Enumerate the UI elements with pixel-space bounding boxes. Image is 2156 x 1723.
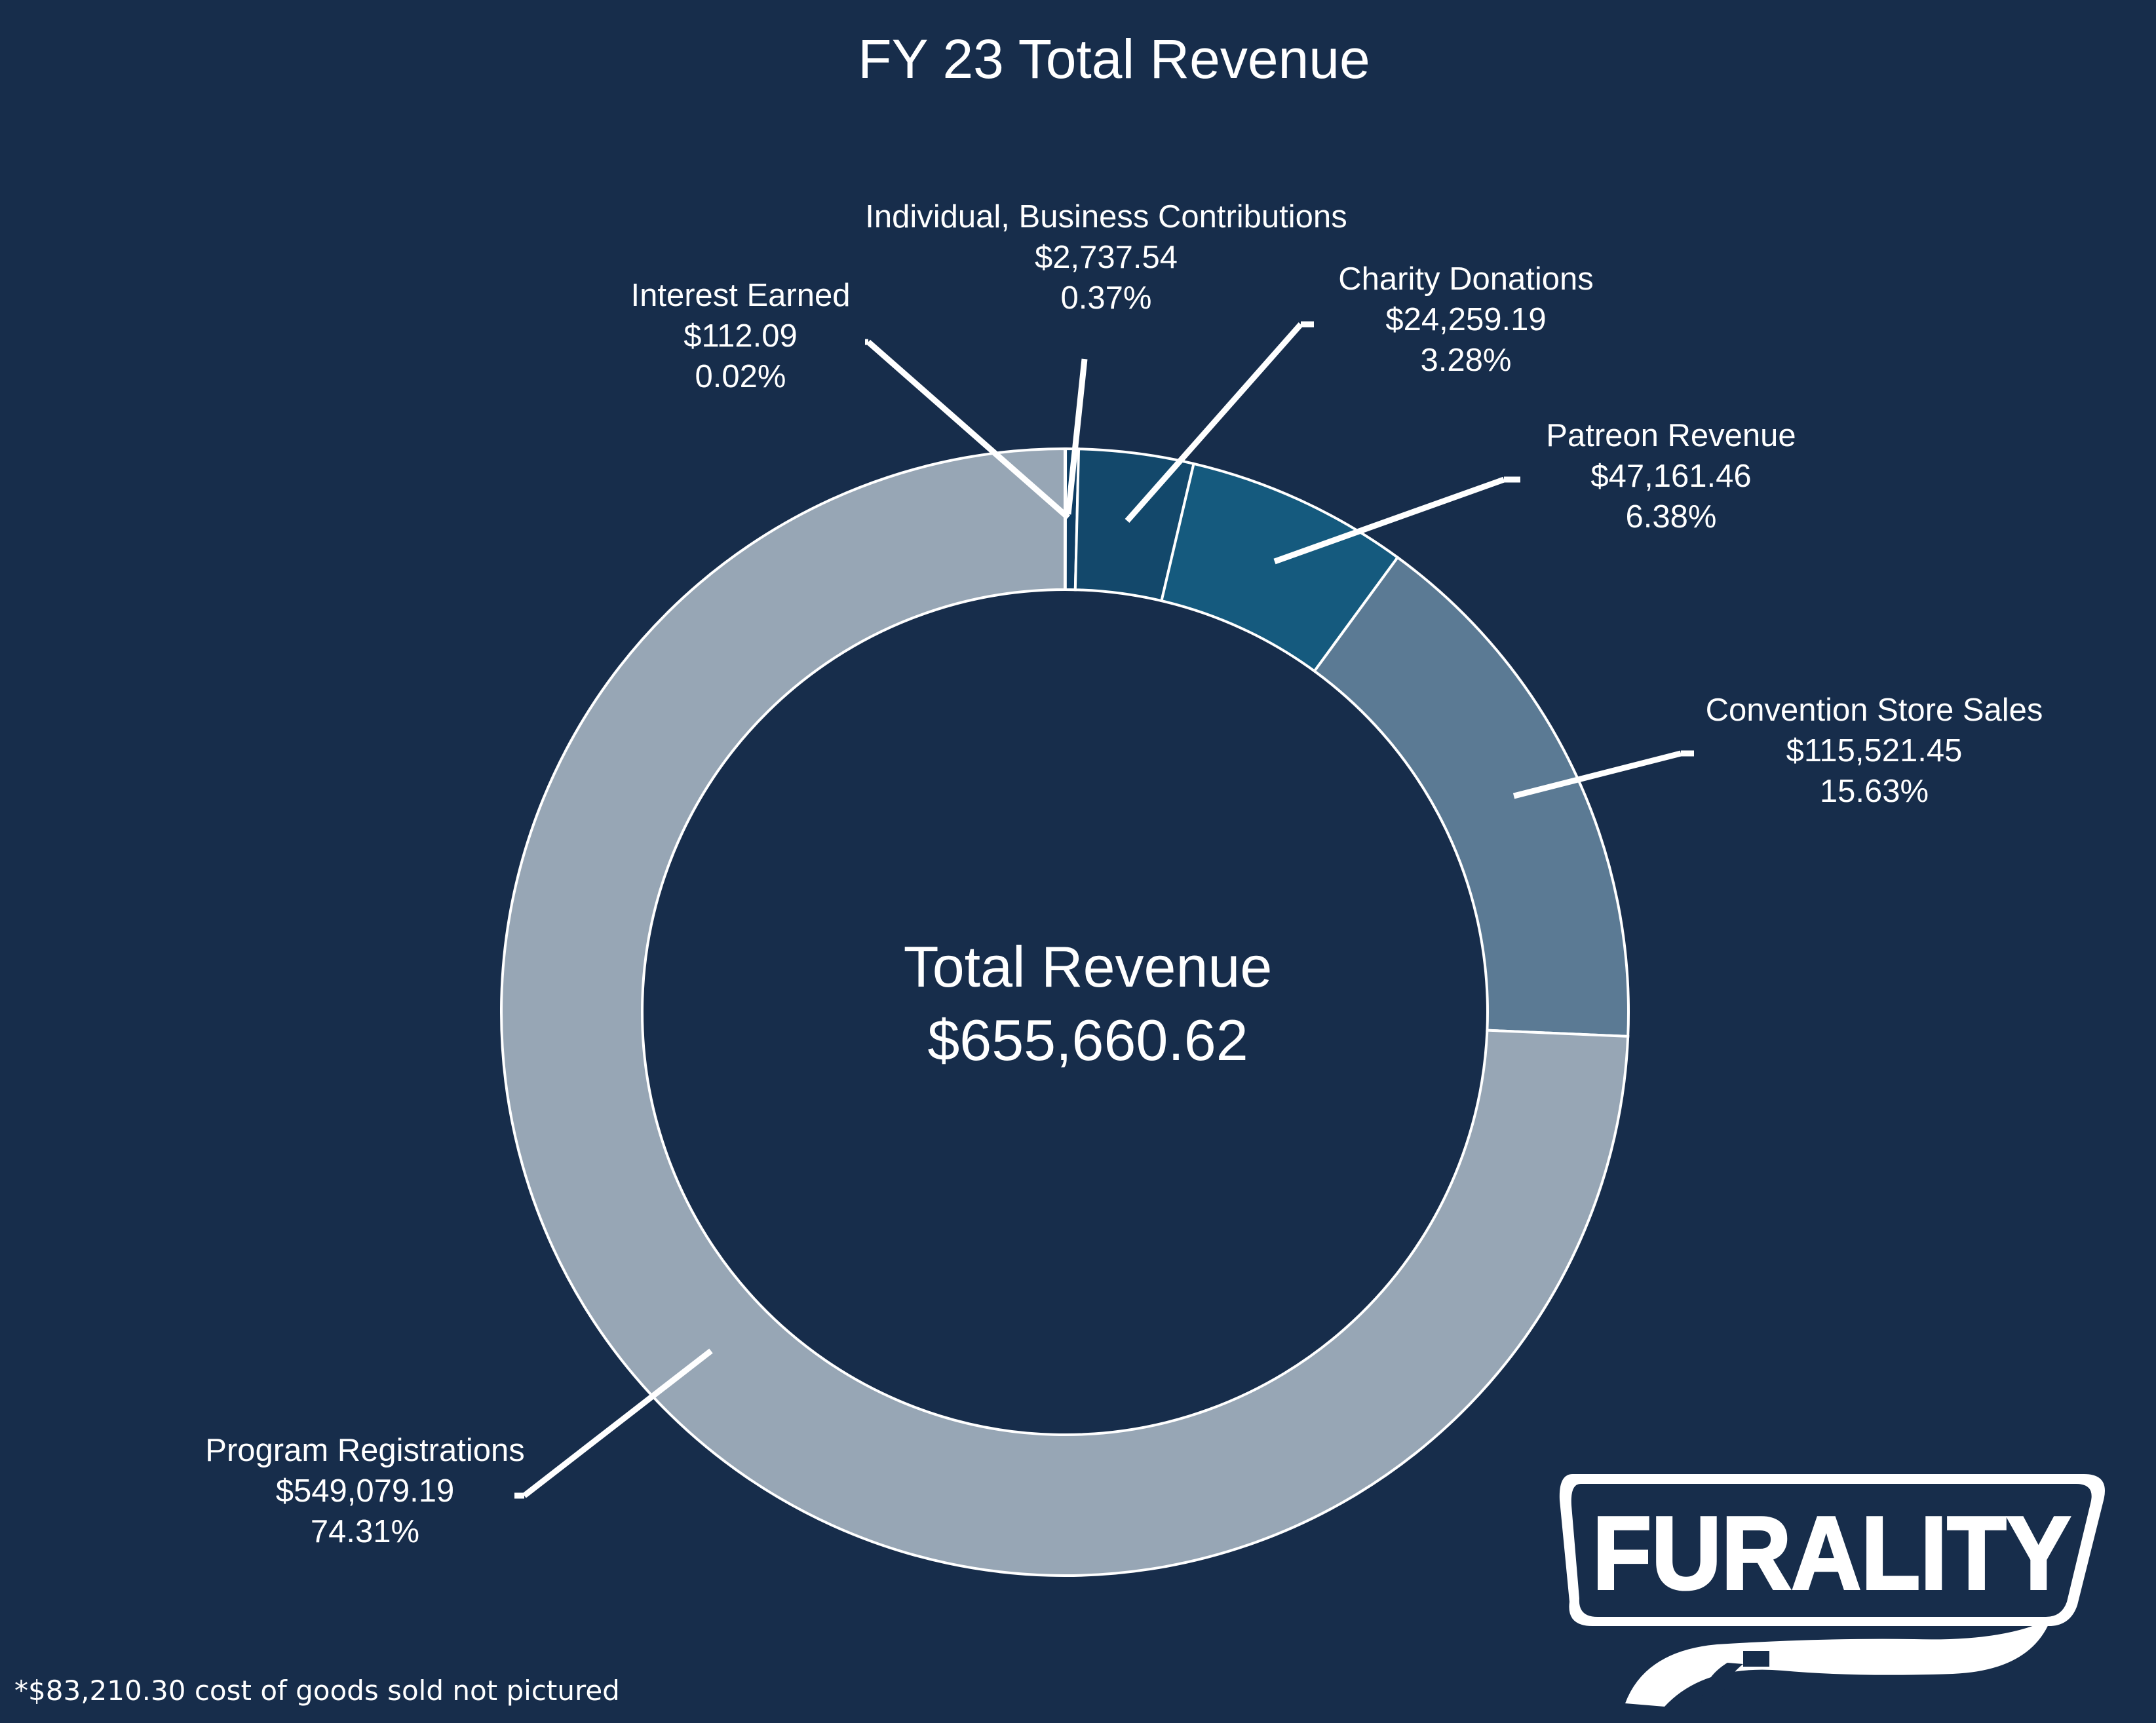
slice-name: Patreon Revenue [1546,418,1796,453]
slice-amount: $2,737.54 [1035,240,1178,275]
slice-program-registrations [500,447,1630,1577]
logo-tail-swoosh [1625,1618,2051,1707]
logo-tail-notch [1701,1663,1743,1713]
leader-line [1065,358,1088,515]
leader-line [866,339,1070,520]
slice-name: Individual, Business Contributions [865,199,1347,235]
slice-name: Charity Donations [1338,261,1594,297]
leader-line [1512,750,1682,799]
leader-line [522,1348,713,1498]
slice-label-patreon-revenue: Patreon Revenue $47,161.46 6.38% [1343,415,1999,537]
slice-percent: 0.02% [695,359,786,394]
chart-title: FY 23 Total Revenue [858,28,1370,90]
logo-tail-mark [1743,1651,1769,1667]
slice-label-charity-donations: Charity Donations $24,259.19 3.28% [1138,259,1794,381]
slice-name: Interest Earned [630,278,851,313]
slice-amount: $112.09 [683,318,798,354]
slice-label-program-registrations: Program Registrations $549,079.19 74.31% [37,1430,693,1552]
center-total-label: Total Revenue [903,934,1273,999]
leader-lines-layer [514,321,1694,1499]
center-total: Total Revenue $655,660.62 [760,930,1415,1077]
slice-percent: 0.37% [1060,280,1152,316]
slice-convention-store-sales [1312,556,1630,1038]
slice-label-convention-store-sales: Convention Store Sales $115,521.45 15.63… [1547,690,2156,812]
leader-line [1273,476,1505,565]
slice-name: Convention Store Sales [1705,692,2043,728]
footnote: *$83,210.30 cost of goods sold not pictu… [14,1675,620,1707]
slice-name: Program Registrations [205,1433,525,1468]
slice-label-interest-earned: Interest Earned $112.09 0.02% [413,275,1068,397]
slice-amount: $115,521.45 [1786,733,1963,768]
slice-amount: $549,079.19 [275,1473,455,1509]
slice-amount: $47,161.46 [1590,459,1752,494]
logo-wordmark: FURALITY [1592,1496,2071,1611]
furality-logo: FURALITY [1559,1474,2105,1713]
slice-percent: 15.63% [1819,774,1929,809]
leader-line [1125,322,1303,523]
slice-amount: $24,259.19 [1385,302,1547,337]
logo-badge-fill [1571,1484,2092,1617]
slices-layer [500,447,1630,1577]
slice-percent: 6.38% [1625,499,1717,535]
center-total-value: $655,660.62 [927,1008,1248,1072]
slice-percent: 74.31% [310,1514,420,1549]
slice-percent: 3.28% [1420,343,1512,378]
slice-label-individual-business-contributions: Individual, Business Contributions $2,73… [779,197,1434,318]
